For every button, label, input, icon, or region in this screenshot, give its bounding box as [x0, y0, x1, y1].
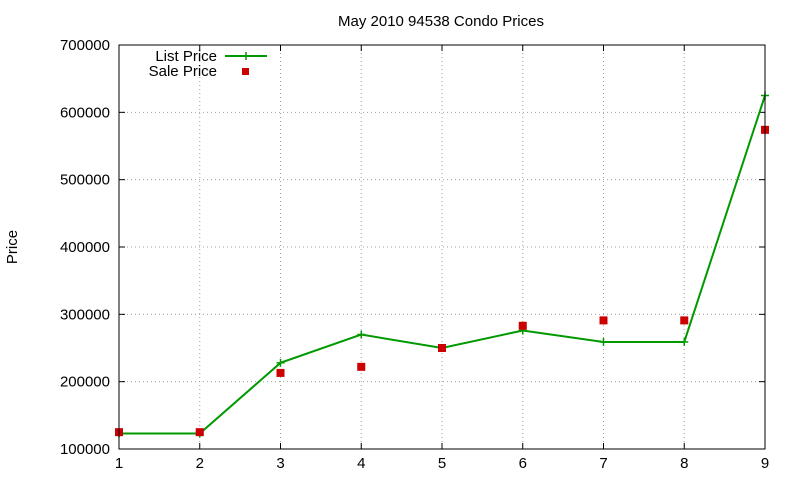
list-price-point — [276, 358, 285, 367]
x-tick-label: 7 — [599, 455, 607, 472]
sale-price-point — [276, 368, 285, 377]
legend-label-sale-price: Sale Price — [149, 63, 217, 80]
legend-label-list-price: List Price — [155, 48, 217, 65]
plot-border — [118, 44, 766, 450]
x-tick-label: 4 — [357, 455, 365, 472]
x-tick-label: 1 — [115, 455, 123, 472]
x-tick-label: 6 — [519, 455, 527, 472]
sale-price-point — [357, 362, 366, 371]
legend-list-price-marker — [242, 52, 250, 60]
list-price-point — [680, 337, 689, 346]
list-price-point — [599, 337, 608, 346]
x-tick-label: 8 — [680, 455, 688, 472]
y-tick-label: 400000 — [60, 239, 110, 256]
axis-ticks: 100000 200000 300000 400000 500000 600000 7000… — [60, 37, 769, 472]
sale-price-point — [680, 316, 689, 325]
y-tick-label: 500000 — [60, 172, 110, 189]
legend-sale-price-marker — [242, 68, 249, 75]
y-axis-label: Price — [4, 230, 21, 264]
y-tick-label: 700000 — [60, 37, 110, 54]
x-tick-label: 9 — [761, 455, 769, 472]
x-tick-label: 2 — [196, 455, 204, 472]
list-price-line — [119, 95, 766, 435]
sale-price-point — [438, 344, 446, 352]
chart-title: May 2010 94538 Condo Prices — [338, 13, 544, 30]
grid-lines — [119, 45, 765, 449]
sale-price-point — [195, 428, 204, 437]
y-tick-label: 100000 — [60, 441, 110, 458]
sale-price-point — [599, 316, 608, 325]
y-tick-label: 300000 — [60, 306, 110, 323]
legend: List Price Sale Price — [149, 48, 267, 80]
x-tick-label: 5 — [438, 455, 446, 472]
y-tick-label: 600000 — [60, 104, 110, 121]
list-price-point — [357, 330, 366, 339]
y-tick-label: 200000 — [60, 374, 110, 391]
x-tick-label: 3 — [276, 455, 284, 472]
sale-price-point — [518, 321, 527, 330]
